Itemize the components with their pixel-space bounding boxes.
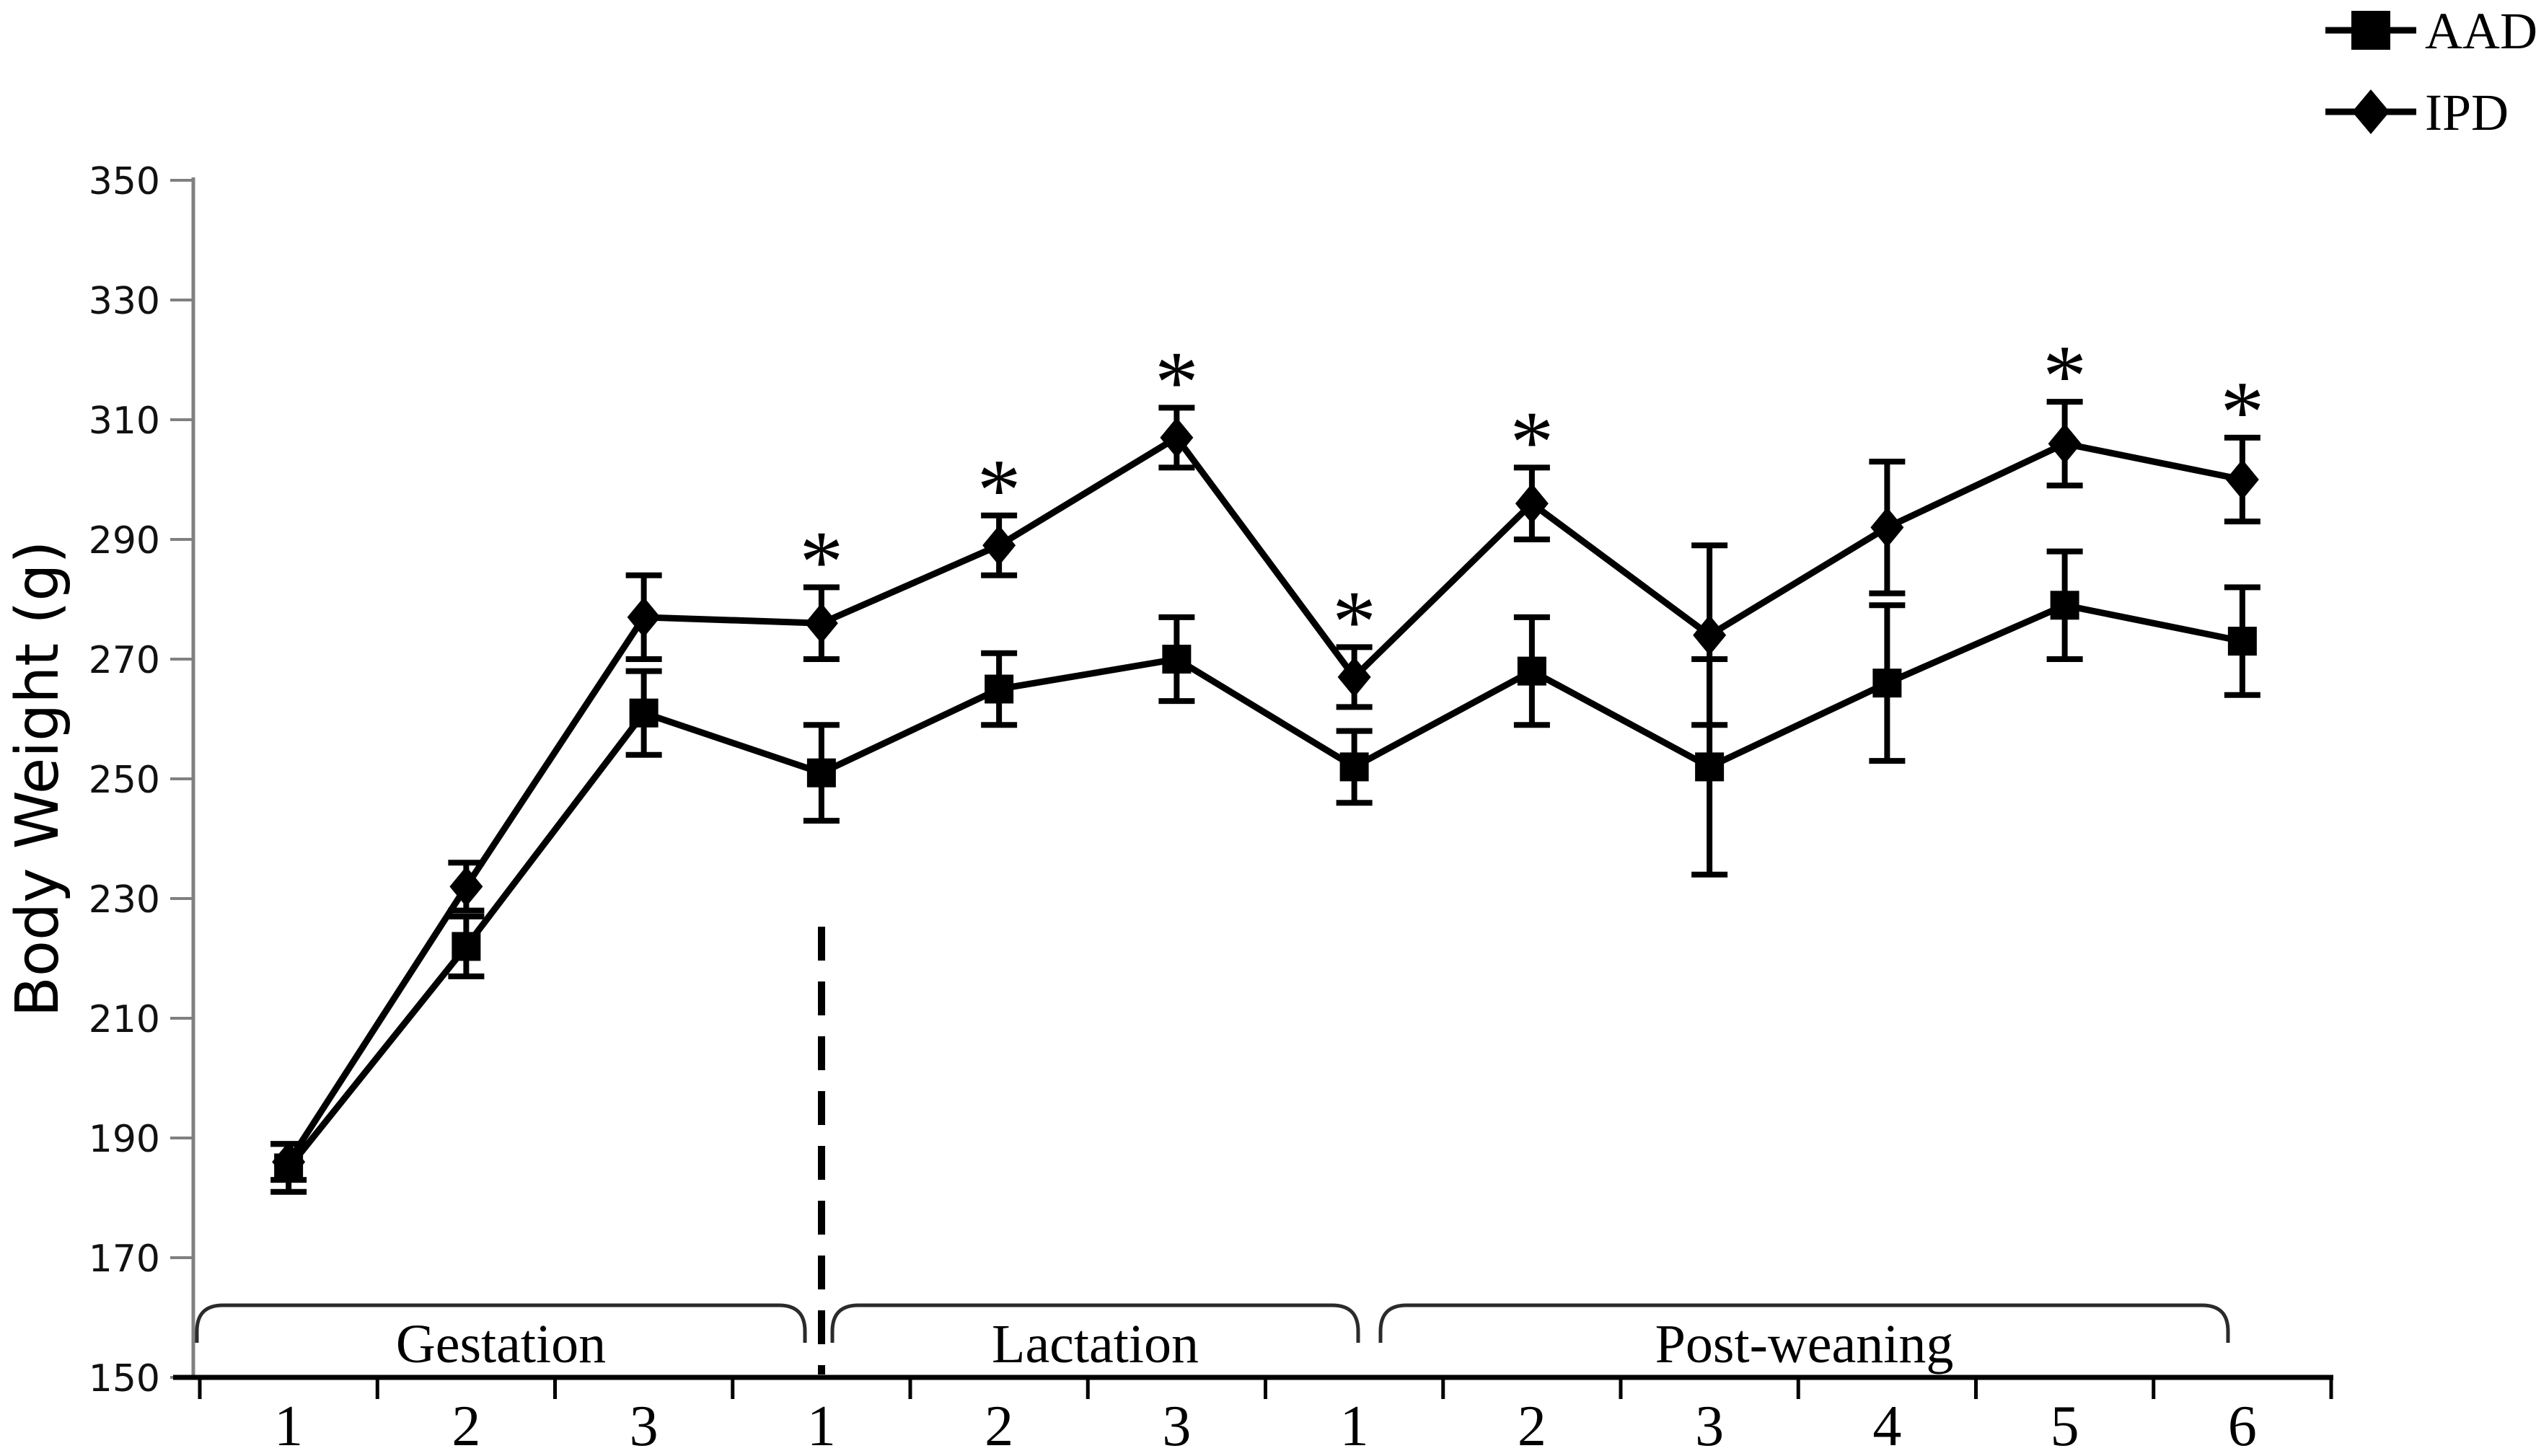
- y-tick-label-210: 210: [89, 998, 160, 1041]
- marker-square-AAD-9: [1695, 752, 1725, 782]
- x-tick-label-5: 2: [985, 1395, 1013, 1456]
- plot-area: 150 170 190 210 230 250 270 290 310 330 350 1 2 3 1 2 3 1…: [89, 160, 2333, 1456]
- y-tick-label-230: 230: [89, 878, 160, 922]
- marker-diamond-IPD-2: [449, 866, 483, 907]
- phase-bracket-gestation: [195, 1303, 807, 1343]
- y-tick-label-190: 190: [89, 1118, 160, 1161]
- y-tick-label-290: 290: [89, 519, 160, 562]
- legend-label-ipd: IPD: [2425, 84, 2509, 141]
- x-tick-label-1: 1: [274, 1395, 303, 1456]
- series-line-AAD: [286, 601, 2243, 1170]
- phase-label-gestation: Gestation: [396, 1314, 606, 1375]
- phase-bracket-post-weaning: [1378, 1303, 2230, 1343]
- marker-diamond-IPD-4: [804, 603, 838, 644]
- significance-asterisk-4: *: [799, 513, 843, 610]
- marker-diamond-IPD-5: [982, 525, 1016, 566]
- series-AAD: [270, 548, 2260, 1195]
- marker-square-AAD-8: [1517, 656, 1546, 686]
- y-axis-title: Body Weight (g): [4, 541, 72, 1018]
- x-tick-label-2: 2: [452, 1395, 480, 1456]
- marker-square-AAD-10: [1872, 669, 1902, 698]
- marker-square-AAD-6: [1162, 645, 1192, 674]
- phase-label-post-weaning: Post-weaning: [1655, 1314, 1954, 1375]
- marker-square-AAD-3: [629, 698, 659, 728]
- significance-asterisk-12: *: [2220, 363, 2264, 461]
- legend: AAD IPD: [2325, 2, 2536, 141]
- significance-asterisk-7: *: [1332, 573, 1376, 670]
- x-tick-label-10: 4: [1872, 1395, 1901, 1456]
- legend-item-aad: AAD: [2325, 2, 2536, 60]
- series-line-IPD: [286, 433, 2243, 1164]
- marker-diamond-IPD-3: [627, 596, 661, 637]
- legend-diamond-marker-icon: [2352, 89, 2390, 134]
- series-IPD: [270, 399, 2260, 1183]
- legend-item-ipd: IPD: [2325, 84, 2509, 141]
- marker-diamond-IPD-9: [1693, 614, 1727, 656]
- x-tick-label-9: 3: [1695, 1395, 1724, 1456]
- x-tick-label-8: 2: [1518, 1395, 1546, 1456]
- y-tick-label-310: 310: [89, 400, 160, 443]
- marker-diamond-IPD-8: [1515, 483, 1549, 524]
- y-tick-label-150: 150: [89, 1357, 160, 1400]
- y-tick-label-350: 350: [89, 160, 160, 203]
- y-tick-label-330: 330: [89, 280, 160, 323]
- y-tick-label-170: 170: [89, 1237, 160, 1281]
- x-tick-label-3: 3: [630, 1395, 659, 1456]
- marker-diamond-IPD-6: [1160, 417, 1194, 458]
- marker-diamond-IPD-10: [1870, 507, 1904, 548]
- marker-square-AAD-7: [1339, 752, 1369, 782]
- marker-square-AAD-11: [2050, 591, 2079, 620]
- x-tick-label-12: 6: [2228, 1395, 2257, 1456]
- legend-square-marker-icon: [2351, 11, 2390, 50]
- x-tick-label-6: 3: [1162, 1395, 1191, 1456]
- significance-asterisk-11: *: [2043, 327, 2087, 425]
- marker-square-AAD-2: [452, 932, 481, 961]
- y-tick-label-250: 250: [89, 759, 160, 802]
- marker-square-AAD-5: [985, 674, 1014, 704]
- significance-asterisk-6: *: [1155, 333, 1199, 431]
- significance-asterisk-8: *: [1510, 393, 1554, 490]
- legend-label-aad: AAD: [2425, 2, 2536, 60]
- significance-asterisk-5: *: [977, 441, 1021, 539]
- marker-square-AAD-12: [2227, 627, 2257, 656]
- y-tick-label-270: 270: [89, 639, 160, 682]
- marker-diamond-IPD-11: [2048, 423, 2082, 464]
- x-tick-label-7: 1: [1340, 1395, 1369, 1456]
- phase-label-lactation: Lactation: [992, 1314, 1199, 1375]
- marker-diamond-IPD-1: [272, 1142, 306, 1183]
- phase-bracket-lactation: [830, 1303, 1360, 1343]
- x-tick-label-4: 1: [807, 1395, 836, 1456]
- marker-diamond-IPD-7: [1337, 656, 1371, 697]
- marker-square-AAD-4: [806, 758, 836, 787]
- x-tick-label-11: 5: [2051, 1395, 2079, 1456]
- marker-diamond-IPD-12: [2225, 459, 2259, 500]
